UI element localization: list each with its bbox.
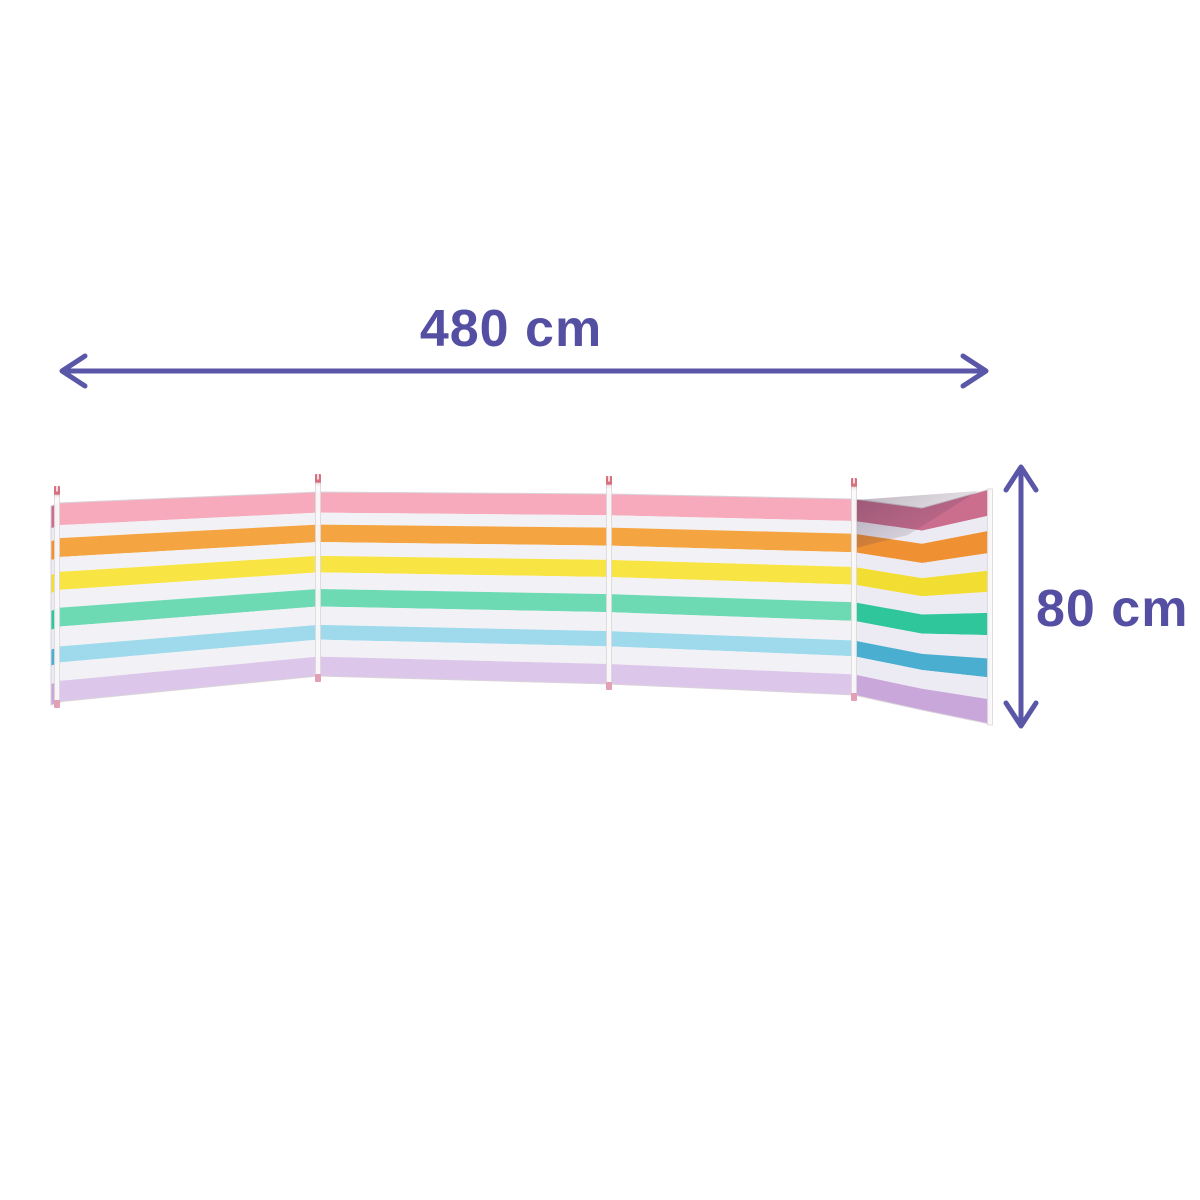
fabric-fold-shadow: [855, 491, 978, 548]
stripe-color: [318, 588, 609, 613]
pole-foot: [54, 700, 60, 708]
stripe-color: [609, 664, 854, 695]
windbreak-pole-2: [314, 474, 321, 682]
stripe-color: [854, 567, 990, 597]
stripe-white: [854, 584, 990, 615]
stripe-color: [609, 527, 854, 553]
stripe-white: [318, 542, 609, 560]
arrow-head-right: [960, 353, 989, 389]
stripe-color: [318, 624, 609, 647]
stripe-white: [318, 512, 609, 528]
stripe-white: [609, 646, 854, 675]
height-dimension-arrow: [1003, 464, 1039, 729]
stripe-color: [609, 594, 854, 621]
stripe-color: [57, 656, 318, 702]
pole-tip-notch: [853, 478, 855, 484]
stripe-color: [854, 640, 990, 678]
stripe-color: [57, 624, 318, 663]
stripe-color: [609, 631, 854, 657]
windbreak-pole-4: [851, 478, 858, 701]
width-dimension-arrow: [59, 353, 989, 389]
windbreak-pole-1: [54, 486, 61, 708]
stripe-white: [609, 577, 854, 603]
pole-tip-notch: [56, 486, 58, 492]
stripe-white: [318, 606, 609, 632]
arrow-head-bottom: [1003, 700, 1039, 729]
stripe-white: [854, 552, 990, 579]
stripe-color: [318, 524, 609, 546]
pole-shaft: [987, 488, 994, 726]
stripe-color: [609, 494, 854, 521]
stripe-color: [609, 559, 854, 585]
stripe-color: [318, 555, 609, 578]
pole-foot: [606, 682, 612, 690]
stripe-color: [854, 530, 990, 563]
stripe-white: [318, 572, 609, 595]
stripe-color: [57, 555, 318, 590]
pole-tip-notch: [608, 476, 610, 482]
stripe-white: [854, 656, 990, 700]
stripe-white: [57, 572, 318, 608]
stripe-white: [57, 542, 318, 573]
stripe-color: [854, 602, 990, 636]
windbreak-panel-1: [56, 491, 319, 703]
height-dimension-label: 80 cm: [1036, 580, 1189, 638]
stripe-color: [57, 588, 318, 627]
stripe-white: [57, 639, 318, 682]
pole-foot: [315, 674, 321, 682]
windbreak-panel-2: [317, 491, 610, 685]
pole-shaft: [606, 484, 613, 686]
stripe-white: [609, 515, 854, 534]
pole-tip-notch: [317, 474, 319, 480]
windbreak-panel-3: [608, 493, 855, 696]
stripe-color: [318, 492, 609, 516]
stripe-white: [609, 545, 854, 568]
windbreak-panel-4: [853, 488, 991, 725]
pole-foot: [851, 693, 857, 701]
pole-shaft: [314, 482, 321, 678]
stripe-color: [854, 674, 990, 724]
pole-shaft: [851, 486, 858, 697]
windbreak-pole-3: [606, 476, 613, 690]
arrow-head-top: [1003, 464, 1039, 493]
stripe-white: [609, 612, 854, 641]
stripe-white: [57, 606, 318, 647]
windbreak-pole-5: [987, 488, 994, 726]
width-dimension-label: 480 cm: [419, 300, 603, 358]
stripe-white: [57, 512, 318, 539]
stripe-color: [318, 656, 609, 684]
arrow-head-left: [59, 353, 88, 389]
stripe-white: [854, 620, 990, 659]
stripe-color: [57, 524, 318, 558]
stripe-white: [318, 639, 609, 665]
pole-shaft: [54, 494, 61, 704]
